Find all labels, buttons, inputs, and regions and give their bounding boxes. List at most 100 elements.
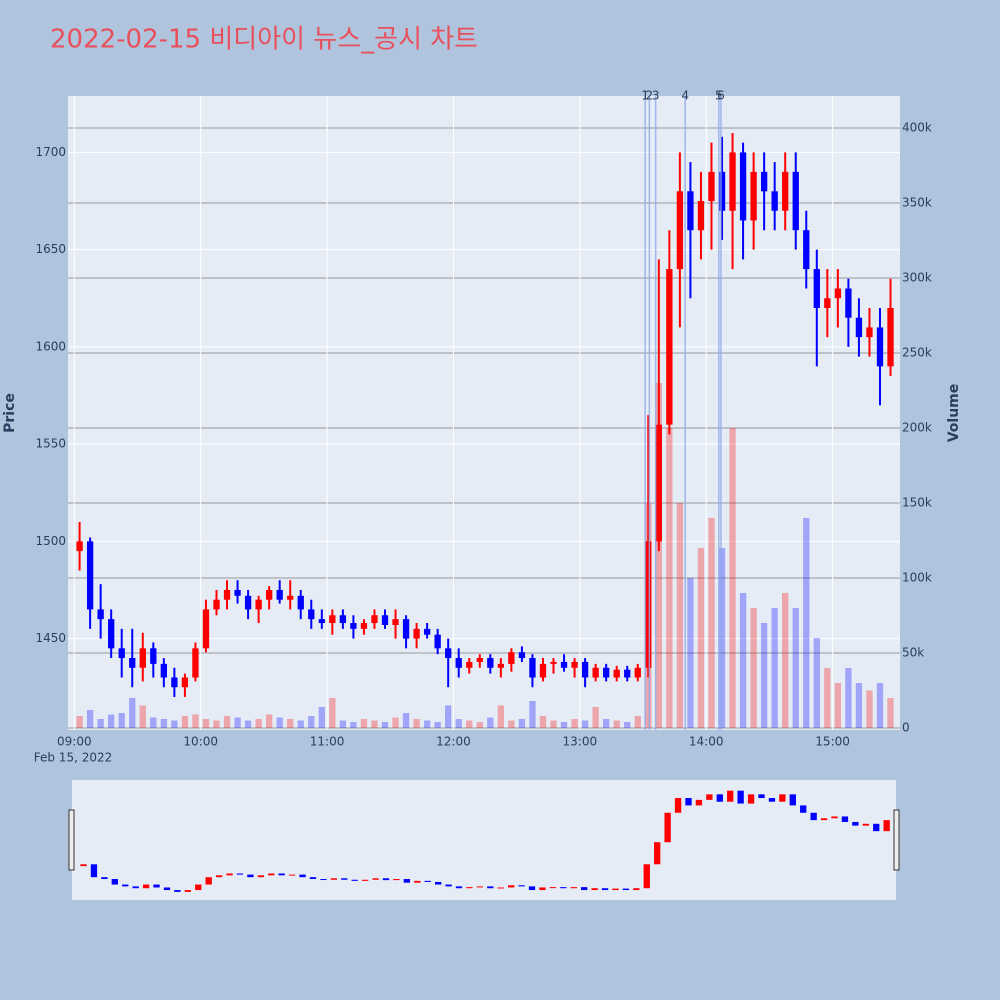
slider-candle xyxy=(288,874,296,876)
candle-body xyxy=(160,663,167,678)
candle-body xyxy=(876,327,884,367)
slider-candle xyxy=(518,885,525,887)
candle-body xyxy=(223,589,231,600)
volume-bar xyxy=(708,518,715,729)
candle-body xyxy=(150,648,157,664)
candle-body xyxy=(466,661,473,668)
slider-candle xyxy=(403,879,411,883)
slider-handle[interactable] xyxy=(893,809,900,871)
volume-bar xyxy=(318,707,325,729)
slider-candle xyxy=(633,888,640,891)
volume-bar xyxy=(223,716,231,729)
candle-body xyxy=(729,152,736,211)
candle-body xyxy=(234,589,241,596)
x-tick-label: 10:00 xyxy=(183,735,218,749)
volume-bar xyxy=(750,608,757,729)
volume-bar xyxy=(402,713,410,729)
slider-candle xyxy=(716,794,723,802)
slider-candle xyxy=(800,805,807,813)
volume-bar xyxy=(413,719,420,729)
slider-candle xyxy=(727,790,734,802)
y2-tick-label: 50k xyxy=(902,646,924,660)
candle-body xyxy=(750,171,757,221)
candle-body xyxy=(834,288,842,299)
candle-body xyxy=(529,658,536,678)
volume-bar xyxy=(213,720,220,729)
y2-tick-label: 350k xyxy=(902,195,932,209)
candle-body xyxy=(339,615,347,624)
slider-candle xyxy=(226,873,233,876)
volume-bar xyxy=(255,719,262,729)
candle-body xyxy=(782,171,789,211)
slider-candle xyxy=(184,890,191,892)
slider-candle xyxy=(560,887,567,889)
x-tick-label: 13:00 xyxy=(563,735,598,749)
volume-bar xyxy=(97,719,104,729)
candle-body xyxy=(487,658,494,668)
slider-candle xyxy=(695,799,703,806)
slider-candle xyxy=(257,875,264,878)
volume-bar xyxy=(729,428,736,729)
y-tick-label: 1600 xyxy=(35,339,66,353)
slider-candle xyxy=(174,890,181,892)
candle-body xyxy=(603,667,610,678)
y-tick-label: 1650 xyxy=(35,242,66,256)
candle-body xyxy=(297,595,304,610)
slider-candle xyxy=(445,884,452,887)
slider-candle xyxy=(612,888,619,891)
y-tick-label: 1500 xyxy=(35,534,66,548)
volume-bar xyxy=(687,578,694,729)
slider-candle xyxy=(466,887,473,889)
candle-body xyxy=(708,171,715,202)
y2-tick-label: 250k xyxy=(902,345,932,359)
volume-bar xyxy=(265,714,273,729)
slider-candle xyxy=(820,818,828,821)
volume-bar xyxy=(497,705,505,729)
volume-bar xyxy=(329,698,336,729)
y-tick-label: 1550 xyxy=(35,437,66,451)
candle-body xyxy=(866,327,873,338)
volume-bar xyxy=(792,608,799,729)
slider-candle xyxy=(873,823,880,832)
volume-bar xyxy=(581,720,589,729)
candle-body xyxy=(813,269,820,308)
slider-candle xyxy=(549,887,557,889)
y2-tick-label: 200k xyxy=(902,421,932,435)
slider-candle xyxy=(142,884,150,889)
candle-body xyxy=(550,661,557,664)
volume-bar xyxy=(624,722,631,729)
candle-body xyxy=(581,661,589,678)
annotation-label: 2 xyxy=(646,89,654,103)
volume-bar xyxy=(287,719,294,729)
volume-bar xyxy=(550,720,557,729)
slider-candle xyxy=(205,877,212,885)
slider-candle xyxy=(382,878,390,881)
slider-candle xyxy=(841,816,849,822)
volume-bar xyxy=(392,717,399,729)
volume-bar xyxy=(634,716,641,729)
volume-bar xyxy=(529,701,536,729)
candle-body xyxy=(845,288,852,318)
slider-candle xyxy=(393,879,400,881)
slider-candle xyxy=(852,821,859,826)
candle-body xyxy=(350,623,357,629)
volume-bar xyxy=(466,720,473,729)
slider-candle xyxy=(508,885,515,888)
volume-bar xyxy=(487,717,494,729)
y2-tick-label: 300k xyxy=(902,270,932,284)
slider-candle xyxy=(372,878,379,880)
volume-bar xyxy=(824,668,831,729)
candle-body xyxy=(108,619,115,649)
candle-body xyxy=(381,615,389,625)
volume-bar xyxy=(455,719,462,729)
slider-candle xyxy=(90,864,98,878)
volume-bar xyxy=(150,717,157,729)
candle-body xyxy=(539,663,547,678)
candle-body xyxy=(318,619,325,624)
slider-handle[interactable] xyxy=(68,809,75,871)
volume-bar xyxy=(739,593,747,729)
volume-bar xyxy=(423,720,431,729)
range-slider[interactable] xyxy=(72,780,896,900)
slider-candle xyxy=(80,864,87,867)
volume-bar xyxy=(139,705,146,729)
